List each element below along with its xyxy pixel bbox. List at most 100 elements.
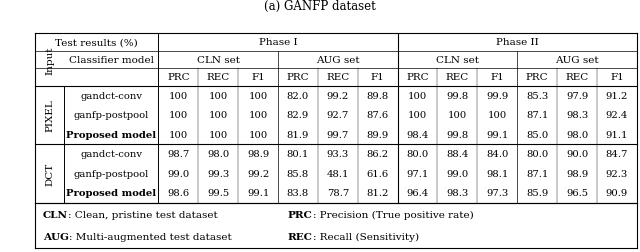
Text: REC: REC — [565, 73, 589, 82]
Text: F1: F1 — [252, 73, 265, 82]
Text: 85.3: 85.3 — [526, 92, 548, 101]
Text: 84.0: 84.0 — [486, 150, 508, 159]
Text: 99.8: 99.8 — [446, 92, 468, 101]
Text: 80.0: 80.0 — [406, 150, 429, 159]
Text: 98.6: 98.6 — [167, 189, 189, 198]
Text: 91.1: 91.1 — [605, 131, 628, 139]
Text: 99.0: 99.0 — [167, 169, 189, 178]
Text: REC: REC — [326, 73, 349, 82]
Text: REC: REC — [207, 73, 230, 82]
Text: 81.2: 81.2 — [367, 189, 389, 198]
Text: PRC: PRC — [526, 73, 548, 82]
Text: 82.0: 82.0 — [287, 92, 309, 101]
Text: 85.9: 85.9 — [526, 189, 548, 198]
Text: 61.6: 61.6 — [367, 169, 388, 178]
Text: : Precision (True positive rate): : Precision (True positive rate) — [312, 210, 474, 219]
Text: 92.7: 92.7 — [326, 111, 349, 120]
Text: 96.4: 96.4 — [406, 189, 429, 198]
Text: PRC: PRC — [287, 73, 309, 82]
Text: PRC: PRC — [406, 73, 429, 82]
Text: Phase II: Phase II — [496, 38, 539, 47]
Text: 86.2: 86.2 — [367, 150, 388, 159]
Text: CLN set: CLN set — [196, 56, 240, 65]
Text: F1: F1 — [371, 73, 385, 82]
Text: 98.0: 98.0 — [207, 150, 229, 159]
Text: 96.5: 96.5 — [566, 189, 588, 198]
Text: 85.0: 85.0 — [526, 131, 548, 139]
Text: 98.9: 98.9 — [247, 150, 269, 159]
Text: : Multi-augmented test dataset: : Multi-augmented test dataset — [69, 232, 232, 241]
Text: 81.9: 81.9 — [287, 131, 309, 139]
Text: 89.8: 89.8 — [367, 92, 389, 101]
Text: 99.2: 99.2 — [247, 169, 269, 178]
Text: 99.9: 99.9 — [486, 92, 508, 101]
Text: 97.9: 97.9 — [566, 92, 588, 101]
Text: AUG set: AUG set — [555, 56, 599, 65]
Text: 91.2: 91.2 — [605, 92, 628, 101]
Text: 48.1: 48.1 — [326, 169, 349, 178]
Text: 78.7: 78.7 — [326, 189, 349, 198]
Text: 100: 100 — [209, 92, 228, 101]
Text: Test results (%): Test results (%) — [56, 38, 138, 47]
Text: 98.3: 98.3 — [566, 111, 588, 120]
Text: 87.1: 87.1 — [526, 111, 548, 120]
Text: CLN set: CLN set — [436, 56, 479, 65]
Text: 100: 100 — [408, 92, 427, 101]
Text: 98.4: 98.4 — [406, 131, 429, 139]
Text: gandct-conv: gandct-conv — [80, 150, 142, 159]
Text: 99.8: 99.8 — [446, 131, 468, 139]
Text: 100: 100 — [169, 111, 188, 120]
Text: 100: 100 — [248, 131, 268, 139]
Text: 97.1: 97.1 — [406, 169, 429, 178]
Text: 92.4: 92.4 — [605, 111, 628, 120]
Text: (a) GANFP dataset: (a) GANFP dataset — [264, 0, 376, 13]
Text: AUG: AUG — [43, 232, 69, 241]
Text: 100: 100 — [448, 111, 467, 120]
Text: 80.0: 80.0 — [526, 150, 548, 159]
Text: Proposed model: Proposed model — [67, 189, 156, 198]
Text: 100: 100 — [408, 111, 427, 120]
Text: 100: 100 — [169, 92, 188, 101]
Text: Proposed model: Proposed model — [67, 131, 156, 139]
Text: gandct-conv: gandct-conv — [80, 92, 142, 101]
Text: 98.7: 98.7 — [167, 150, 189, 159]
Text: F1: F1 — [610, 73, 624, 82]
Text: 99.3: 99.3 — [207, 169, 229, 178]
Text: 98.9: 98.9 — [566, 169, 588, 178]
Text: 100: 100 — [248, 111, 268, 120]
Text: 80.1: 80.1 — [287, 150, 309, 159]
Text: 100: 100 — [488, 111, 507, 120]
Text: 97.3: 97.3 — [486, 189, 508, 198]
Text: 98.1: 98.1 — [486, 169, 508, 178]
Text: 99.0: 99.0 — [446, 169, 468, 178]
Text: F1: F1 — [490, 73, 504, 82]
Text: : Clean, pristine test dataset: : Clean, pristine test dataset — [68, 210, 218, 219]
Text: CLN: CLN — [43, 210, 68, 219]
Text: : Recall (Sensitivity): : Recall (Sensitivity) — [313, 232, 419, 241]
Text: 85.8: 85.8 — [287, 169, 309, 178]
Text: 98.3: 98.3 — [446, 189, 468, 198]
Text: 99.5: 99.5 — [207, 189, 229, 198]
Text: REC: REC — [446, 73, 469, 82]
Text: 100: 100 — [209, 111, 228, 120]
Text: 89.9: 89.9 — [367, 131, 389, 139]
Text: 99.7: 99.7 — [326, 131, 349, 139]
Text: 87.1: 87.1 — [526, 169, 548, 178]
Text: 90.9: 90.9 — [605, 189, 628, 198]
Text: Phase I: Phase I — [259, 38, 298, 47]
Text: 99.1: 99.1 — [247, 189, 269, 198]
Text: 92.3: 92.3 — [605, 169, 628, 178]
Text: 87.6: 87.6 — [367, 111, 388, 120]
Text: AUG set: AUG set — [316, 56, 360, 65]
Text: Input: Input — [45, 46, 54, 74]
Text: PIXEL: PIXEL — [45, 99, 54, 132]
Text: PRC: PRC — [288, 210, 312, 219]
Text: ganfp-postpool: ganfp-postpool — [74, 111, 149, 120]
Text: Classifier model: Classifier model — [69, 56, 154, 65]
Text: 93.3: 93.3 — [326, 150, 349, 159]
Text: PRC: PRC — [167, 73, 189, 82]
Text: DCT: DCT — [45, 162, 54, 185]
Text: 90.0: 90.0 — [566, 150, 588, 159]
Text: 84.7: 84.7 — [605, 150, 628, 159]
Text: 100: 100 — [209, 131, 228, 139]
